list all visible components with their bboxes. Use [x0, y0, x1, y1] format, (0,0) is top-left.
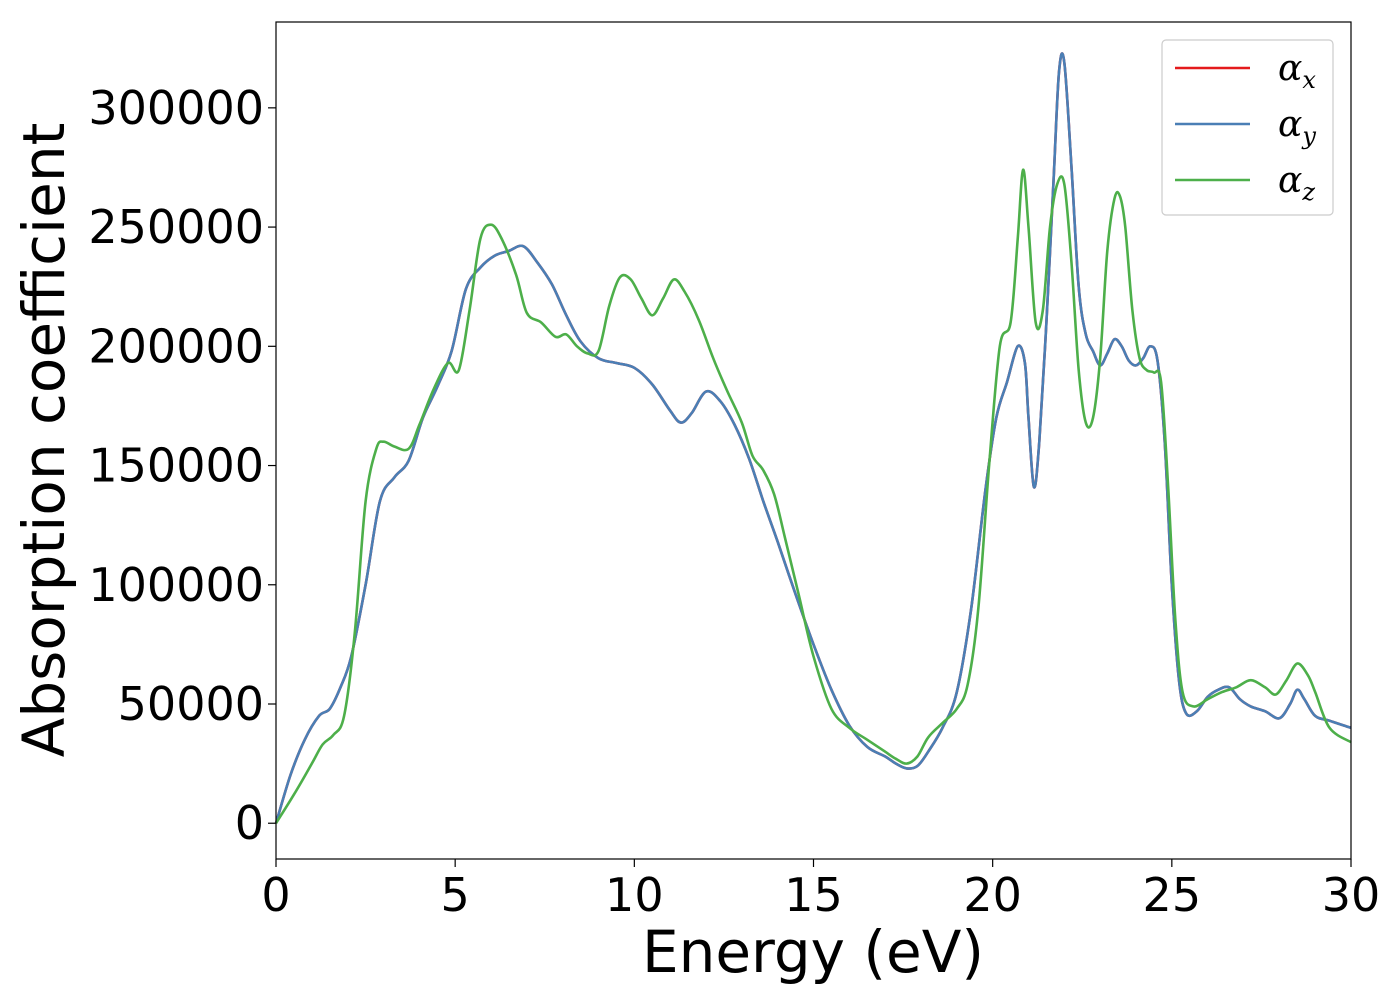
x-tick-label: 30	[1322, 868, 1381, 922]
x-tick-label: 15	[784, 868, 843, 922]
y-tick-label: 300000	[88, 81, 264, 135]
y-axis: 0 50000 100000 150000 200000 250000 300000	[88, 81, 276, 850]
x-tick-label: 0	[261, 868, 290, 922]
x-tick-label: 20	[963, 868, 1022, 922]
series-line-y	[274, 52, 1352, 824]
y-tick-label: 100000	[88, 558, 264, 612]
series-layer	[274, 52, 1352, 824]
x-axis-title: Energy (eV)	[642, 918, 984, 986]
y-tick-label: 200000	[88, 319, 264, 373]
series-line-z	[274, 168, 1352, 824]
x-tick-label: 10	[605, 868, 664, 922]
legend-box	[1161, 39, 1334, 216]
x-tick-label: 5	[441, 868, 470, 922]
y-tick-label: 250000	[88, 200, 264, 254]
y-tick-label: 50000	[118, 677, 264, 731]
x-tick-label: 25	[1143, 868, 1202, 922]
y-tick-label: 0	[235, 796, 264, 850]
x-axis: 0 5 10 15 20 25 30	[261, 859, 1380, 922]
y-tick-label: 150000	[88, 439, 264, 493]
y-axis-title: Absorption coefficient	[10, 123, 78, 758]
